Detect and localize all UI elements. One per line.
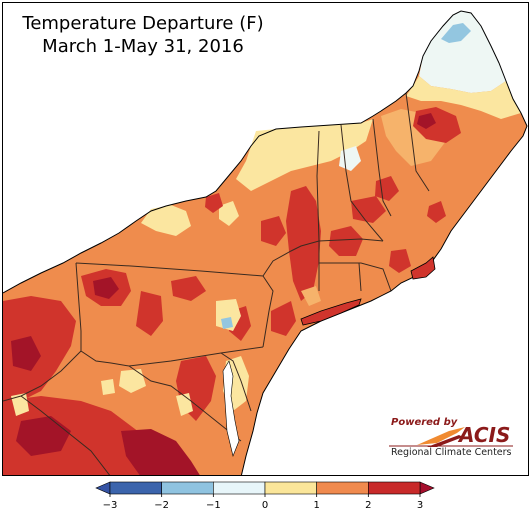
legend-tick-label: 1 (313, 500, 319, 511)
legend-segments (95, 481, 435, 495)
legend-over-arrow (419, 481, 435, 495)
acis-swoosh-icon (389, 427, 513, 447)
temperature-departure-map (3, 3, 528, 475)
legend-tick-label: −1 (206, 500, 221, 511)
legend-tick-label: −2 (154, 500, 169, 511)
legend-tick-label: 2 (365, 500, 371, 511)
legend-segment (213, 481, 266, 495)
chesapeake-bay (222, 360, 240, 457)
legend-segment (316, 481, 369, 495)
map-frame: Temperature Departure (F) March 1-May 31… (2, 2, 529, 476)
legend-tick-label: 3 (417, 500, 423, 511)
acis-logo: Powered by ACIS Regional Climate Centers (387, 417, 517, 461)
map-date-range: March 1-May 31, 2016 (42, 36, 244, 57)
region-outline (3, 10, 528, 475)
map-title: Temperature Departure (F) (22, 13, 264, 34)
legend-tick-label: −3 (103, 500, 118, 511)
logo-powered-by: Powered by (391, 417, 458, 428)
state-borders (3, 92, 430, 475)
legend-segment (264, 481, 317, 495)
legend-segment (368, 481, 421, 495)
legend-segment (161, 481, 214, 495)
lake-erie (3, 221, 131, 293)
outside-north-land (3, 3, 276, 236)
atlantic-ocean (241, 126, 528, 475)
logo-subtitle: Regional Climate Centers (391, 447, 512, 458)
color-legend: −3 −2 −1 0 1 2 3 (95, 481, 435, 511)
legend-tick-label: 0 (262, 500, 268, 511)
lake-ontario (141, 139, 251, 201)
logo-name: ACIS (459, 423, 511, 447)
legend-under-arrow (95, 481, 111, 495)
legend-segment (109, 481, 162, 495)
cape-cod (410, 256, 436, 280)
long-island (300, 298, 362, 326)
legend-ticks: −3 −2 −1 0 1 2 3 (103, 494, 423, 511)
